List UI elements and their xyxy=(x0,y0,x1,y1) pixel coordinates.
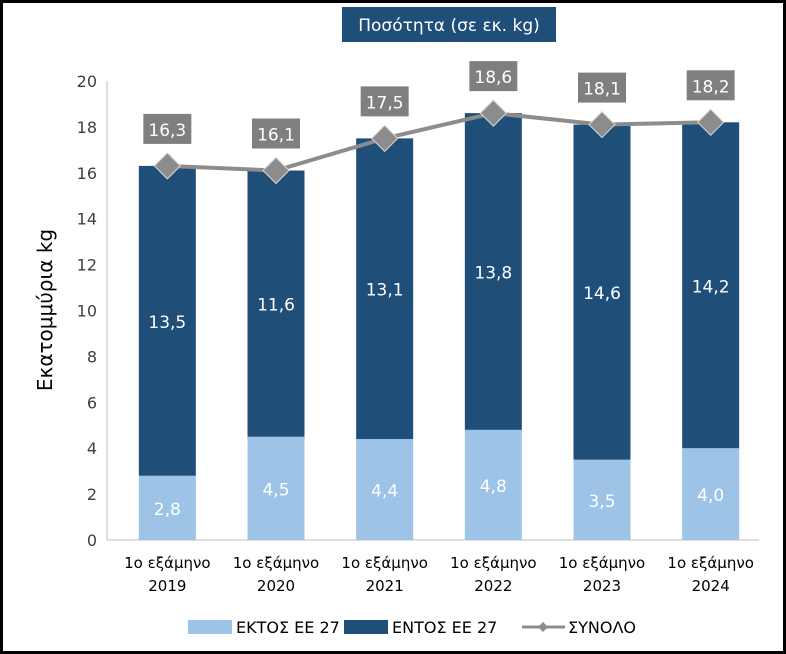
total-label-box xyxy=(469,61,518,92)
total-marker xyxy=(696,108,725,137)
total-marker xyxy=(370,124,399,153)
total-marker xyxy=(479,99,508,127)
x-tick-label-line2: 2020 xyxy=(257,577,295,595)
y-tick-label: 20 xyxy=(77,72,97,91)
y-tick-label: 0 xyxy=(87,531,97,550)
y-axis-title: Εκατομμύρια kg xyxy=(33,229,57,391)
total-label-box xyxy=(143,113,192,144)
bar-data-label: 14,6 xyxy=(583,284,621,304)
x-tick-label-line2: 2022 xyxy=(474,577,512,595)
total-label-box xyxy=(578,72,626,103)
total-marker xyxy=(588,110,616,139)
bar-entos xyxy=(138,165,196,476)
bar-data-label: 4,4 xyxy=(371,482,398,502)
total-marker xyxy=(153,152,182,180)
chart-title: Ποσότητα (σε εκ. kg) xyxy=(358,16,540,36)
total-data-label: 18,2 xyxy=(692,77,730,97)
total-label-box xyxy=(360,86,409,117)
total-data-label: 16,1 xyxy=(257,126,295,146)
bar-ektos xyxy=(573,459,631,540)
y-tick-label: 16 xyxy=(77,164,97,183)
bar-ektos xyxy=(682,448,740,540)
x-tick-label-line2: 2023 xyxy=(583,577,621,595)
bar-entos xyxy=(356,138,414,440)
total-label-box xyxy=(686,70,735,101)
bar-data-label: 4,0 xyxy=(697,486,724,506)
y-tick-label: 2 xyxy=(87,485,97,504)
total-data-label: 17,5 xyxy=(366,93,404,113)
y-tick-label: 8 xyxy=(87,347,97,366)
legend-swatch-entos xyxy=(344,620,388,634)
y-tick-label: 12 xyxy=(77,256,97,275)
bar-ektos xyxy=(138,475,196,540)
bar-entos xyxy=(247,170,305,437)
bar-data-label: 2,8 xyxy=(154,500,181,520)
total-data-label: 18,1 xyxy=(583,80,621,100)
total-data-label: 18,6 xyxy=(474,68,512,88)
bar-ektos xyxy=(247,436,305,540)
y-tick-label: 14 xyxy=(77,210,97,229)
legend-marker-synolo xyxy=(538,622,548,632)
x-tick-label-line1: 1ο εξάμηνο xyxy=(341,554,427,572)
x-tick-label-line2: 2024 xyxy=(692,577,730,595)
total-data-label: 16,3 xyxy=(148,121,186,141)
x-tick-label-line1: 1ο εξάμηνο xyxy=(559,554,645,572)
y-tick-label: 10 xyxy=(77,302,97,321)
legend-swatch-ektos xyxy=(188,620,232,634)
bar-data-label: 3,5 xyxy=(588,492,615,512)
bar-data-label: 4,8 xyxy=(480,477,507,497)
y-tick-label: 4 xyxy=(87,439,97,458)
x-tick-label-line2: 2021 xyxy=(366,577,404,595)
bar-data-label: 14,2 xyxy=(692,277,730,297)
x-tick-label-line1: 1ο εξάμηνο xyxy=(124,554,210,572)
bar-data-label: 13,8 xyxy=(474,263,512,283)
y-tick-label: 6 xyxy=(87,393,97,412)
bar-entos xyxy=(682,122,740,449)
chart-title-box xyxy=(342,7,556,42)
legend-label-ektos: ΕΚΤΟΣ ΕΕ 27 xyxy=(236,618,340,637)
bar-ektos xyxy=(464,429,522,540)
bar-data-label: 13,5 xyxy=(148,313,186,333)
x-tick-label-line1: 1ο εξάμηνο xyxy=(450,554,536,572)
bar-ektos xyxy=(356,439,414,540)
total-line xyxy=(167,111,711,173)
x-tick-label-line2: 2019 xyxy=(148,577,186,595)
bar-entos xyxy=(464,113,522,430)
bar-data-label: 4,5 xyxy=(262,480,289,500)
x-tick-label-line1: 1ο εξάμηνο xyxy=(667,554,753,572)
total-label-box xyxy=(252,118,300,149)
y-tick-label: 18 xyxy=(77,118,97,137)
bar-entos xyxy=(573,124,631,460)
legend-label-synolo: ΣΥΝΟΛΟ xyxy=(568,618,636,637)
x-tick-label-line1: 1ο εξάμηνο xyxy=(233,554,319,572)
legend-label-entos: ΕΝΤΟΣ ΕΕ 27 xyxy=(392,618,497,637)
total-marker xyxy=(262,156,290,185)
bar-data-label: 13,1 xyxy=(366,281,404,301)
bar-data-label: 11,6 xyxy=(257,296,295,316)
